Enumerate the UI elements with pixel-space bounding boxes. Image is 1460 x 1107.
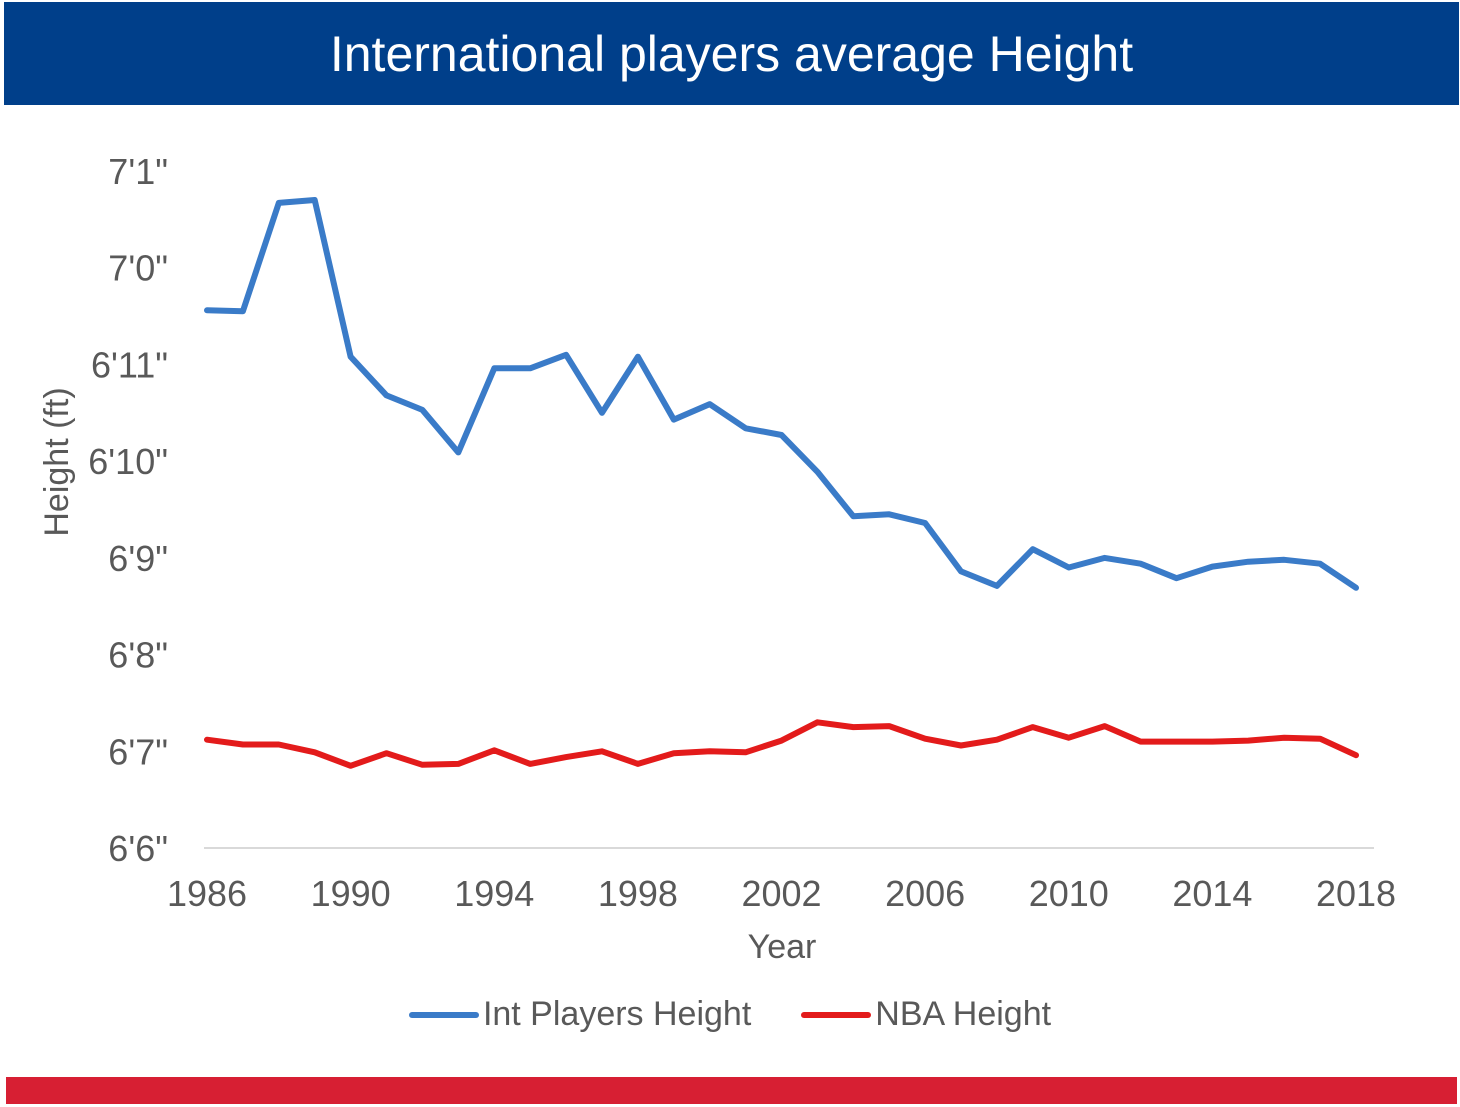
legend-label-int-players: Int Players Height [482,995,752,1033]
x-tick-label: 2002 [741,873,821,914]
legend-item-int-players[interactable]: Int Players Height [408,995,752,1034]
legend-item-nba[interactable]: NBA Height [801,995,1051,1034]
x-tick-label: 2006 [885,873,965,914]
y-tick-label: 6'7" [108,731,168,772]
x-tick-label: 1986 [167,873,247,914]
bottom-accent-bar [6,1077,1457,1104]
y-axis-ticks: 6'6" 6'7" 6'8" 6'9" 6'10" 6'11" 7'0" 7'1" [88,151,168,869]
legend-label-nba: NBA Height [875,995,1052,1033]
x-tick-label: 1994 [454,873,534,914]
series-line-0 [204,197,1359,591]
y-tick-label: 6'8" [108,635,168,676]
y-tick-label: 6'11" [91,344,168,385]
x-tick-label: 1990 [311,873,391,914]
x-tick-label: 2018 [1316,873,1396,914]
series-layer [204,197,1359,769]
y-tick-label: 6'10" [88,441,168,482]
x-tick-label: 1998 [598,873,678,914]
y-tick-label: 6'6" [108,828,168,869]
legend: Int Players Height NBA Height [0,995,1460,1034]
x-axis-title: Year [748,928,817,966]
x-tick-label: 2014 [1172,873,1252,914]
x-axis-ticks: 1986 1990 1994 1998 2002 2006 2010 2014 2018 [167,873,1396,914]
y-axis-title: Height (ft) [38,387,76,536]
y-tick-label: 7'0" [108,248,168,289]
series-line-1 [204,719,1359,769]
y-tick-label: 6'9" [108,538,168,579]
y-tick-label: 7'1" [108,151,168,192]
legend-swatch-nba [801,1011,872,1018]
x-tick-label: 2010 [1029,873,1109,914]
chart-title: International players average Height [4,2,1459,105]
legend-swatch-int-players [408,1011,479,1018]
